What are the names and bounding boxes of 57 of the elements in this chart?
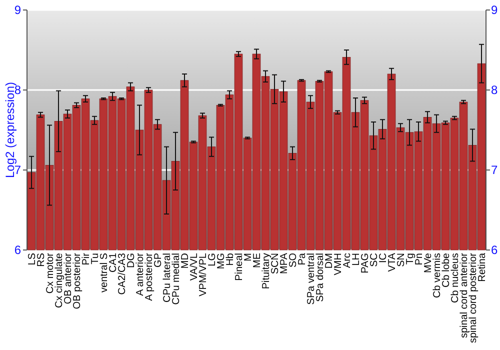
x-tick-label: Cb nucleus — [450, 253, 461, 304]
x-tick-label: MVe — [423, 252, 434, 274]
x-tick-label: LS — [27, 252, 38, 266]
x-tick-label: CA1 — [108, 252, 119, 272]
x-tick-label: DG — [126, 252, 137, 268]
x-tick-label: MPA — [279, 252, 290, 274]
x-tick-label: SC — [369, 253, 380, 267]
x-tick-label: RS — [36, 252, 47, 267]
x-tick-label: CPu medial — [171, 253, 182, 305]
x-tick-label: SPa ventral — [306, 253, 317, 305]
y2-tick-label: 7 — [491, 163, 498, 178]
x-tick-label: A posterior — [144, 252, 155, 301]
x-tick-label: SPa dorsal — [315, 253, 326, 302]
x-tick-label: IC — [378, 253, 389, 263]
x-tick-label: DM — [324, 253, 335, 269]
x-tick-label: LG — [207, 252, 218, 266]
x-tick-label: MD — [180, 253, 191, 269]
x-tick-label: Cb lobe — [441, 252, 452, 288]
x-tick-label: Retina — [477, 252, 488, 282]
x-tick-label: SO — [288, 252, 299, 268]
y-tick-label: 9 — [14, 3, 22, 18]
y2-tick-label: 8 — [491, 83, 498, 98]
x-tick-label: VA/VL — [189, 252, 200, 281]
x-tick-label: SCN — [270, 253, 281, 274]
x-tick-label: Pituitary — [261, 253, 272, 290]
x-tick-label: VTA — [387, 252, 398, 272]
x-tick-label: PAG — [360, 252, 371, 274]
x-tick-label: OB anterior — [63, 252, 74, 304]
x-tick-label: Tu — [90, 253, 101, 264]
x-tick-label: Cx cingulate — [54, 252, 65, 308]
x-tick-label: A anterior — [135, 252, 146, 296]
x-tick-label: spinal cord posterior — [468, 252, 479, 344]
x-tick-label: OB posterior — [72, 252, 83, 310]
y-tick-label: 6 — [14, 243, 22, 258]
x-tick-label: Cx motor — [45, 252, 56, 294]
x-tick-label: Tg — [405, 253, 416, 265]
x-tick-label: ventral S — [99, 252, 110, 292]
x-tick-label: Pn — [414, 253, 425, 266]
x-tick-label: VPM/VPL — [198, 252, 209, 296]
x-tick-label: Pineal — [234, 253, 245, 281]
y2-tick-label: 9 — [491, 3, 498, 18]
x-tick-label: Cb vermis — [432, 253, 443, 298]
x-tick-label: M — [243, 253, 254, 262]
x-tick-label: CPu lateral — [162, 253, 173, 302]
x-tick-label: Hb — [225, 252, 236, 266]
x-tick-label: ME — [252, 252, 263, 268]
x-tick-label: spinal cord anterior — [459, 252, 470, 338]
x-tick-label: SN — [396, 253, 407, 267]
x-tick-label: Pir — [81, 252, 92, 266]
x-tick-label: Pa — [297, 252, 308, 266]
x-tick-label: LH — [351, 253, 362, 266]
y2-tick-label: 6 — [491, 243, 498, 258]
x-tick-label: MG — [216, 252, 227, 270]
x-tick-label: GP — [153, 252, 164, 268]
x-tick-label: Arc — [342, 253, 353, 268]
x-tick-label: VMH — [333, 253, 344, 276]
x-tick-label: CA2/CA3 — [117, 252, 128, 295]
